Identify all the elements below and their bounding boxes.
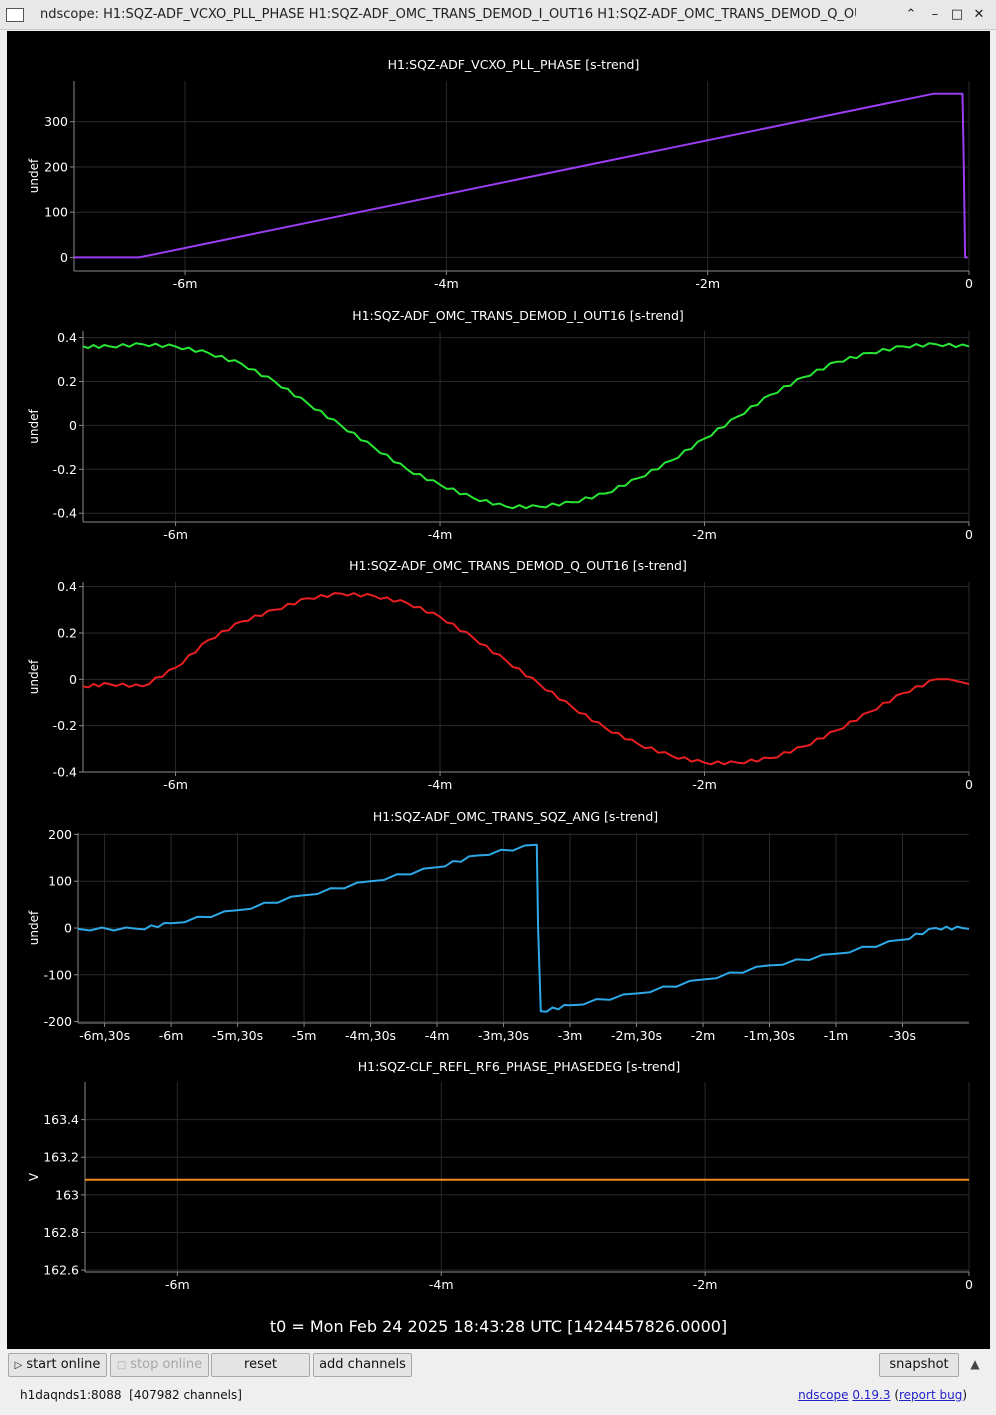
t0-label: t0 = Mon Feb 24 2025 18:43:28 UTC [14244… [269,1317,728,1336]
x-tick-label: -30s [889,1028,916,1043]
x-tick-label: -2m [693,1277,718,1292]
minimize-button[interactable]: – [931,7,939,22]
y-tick-label: 0 [64,921,72,936]
x-tick-label: -4m [428,777,453,792]
series-line [77,843,970,1013]
y-tick-label: -0.2 [53,718,77,733]
expand-arrow-icon[interactable]: ▲ [970,1357,980,1371]
plot-title: H1:SQZ-ADF_OMC_TRANS_DEMOD_Q_OUT16 [s-tr… [349,558,687,573]
ndscope-link[interactable]: ndscope [798,1388,849,1402]
y-tick-label: -100 [44,967,72,982]
stop-icon: □ [116,1360,127,1371]
series-line [82,342,970,510]
start-online-label: start online [26,1357,101,1372]
series-line [82,592,970,766]
series-line [74,92,968,259]
server-status: h1daqnds1:8088 [407982 channels] [20,1388,242,1402]
stop-online-label: stop online [130,1357,203,1372]
plot-area[interactable]: H1:SQZ-ADF_VCXO_PLL_PHASE [s-trend] undef… [7,31,990,1349]
x-tick-label: 0 [965,777,973,792]
version-info: ndscope 0.19.3 (report bug) [798,1388,967,1402]
x-tick-label: -5m,30s [212,1028,263,1043]
x-tick-label: -2m [695,276,720,291]
app-icon [6,8,24,22]
y-axis-label: undef [27,910,41,945]
x-tick-label: -3m,30s [478,1028,529,1043]
y-tick-label: 0.2 [57,374,77,389]
y-tick-label: -0.4 [53,765,77,780]
plot-title: H1:SQZ-ADF_VCXO_PLL_PHASE [s-trend] [388,57,640,72]
x-tick-label: -4m [434,276,459,291]
play-icon: ▷ [14,1360,23,1371]
x-tick-label: 0 [965,1277,973,1292]
plot-1: H1:SQZ-ADF_VCXO_PLL_PHASE [s-trend] undef… [27,57,973,291]
y-tick-label: 0.2 [57,625,77,640]
y-tick-label: 0 [69,418,77,433]
plot-5: H1:SQZ-CLF_REFL_RF6_PHASE_PHASEDEG [s-tr… [27,1059,973,1292]
x-tick-label: -4m [429,1277,454,1292]
y-tick-label: 300 [44,114,68,129]
y-tick-label: 0.4 [57,330,77,345]
x-tick-label: -4m [425,1028,450,1043]
plot-title: H1:SQZ-CLF_REFL_RF6_PHASE_PHASEDEG [s-tr… [358,1059,681,1074]
reset-button[interactable]: reset [211,1353,310,1377]
plots-canvas[interactable]: H1:SQZ-ADF_VCXO_PLL_PHASE [s-trend] undef… [7,31,990,1349]
x-tick-label: -6m [163,527,188,542]
y-tick-label: 100 [44,205,68,220]
version-link[interactable]: 0.19.3 [852,1388,891,1402]
x-tick-label: -1m [824,1028,849,1043]
y-tick-label: -0.4 [53,506,77,521]
y-axis-label: undef [27,409,41,444]
x-tick-label: -2m [692,777,717,792]
y-tick-label: 163.4 [43,1112,79,1127]
y-tick-label: 0.4 [57,579,77,594]
chevron-up-icon[interactable]: ⌃ [905,7,917,22]
x-tick-label: -4m [428,527,453,542]
y-tick-label: 162.8 [43,1225,79,1240]
x-tick-label: -5m [292,1028,317,1043]
x-tick-label: -2m [692,527,717,542]
y-tick-label: 100 [48,874,72,889]
y-tick-label: 0 [60,250,68,265]
y-tick-label: 200 [48,827,72,842]
maximize-button[interactable]: □ [950,7,964,22]
x-tick-label: -6m [159,1028,184,1043]
plot-title: H1:SQZ-ADF_OMC_TRANS_SQZ_ANG [s-trend] [373,809,658,824]
window-titlebar: ndscope: H1:SQZ-ADF_VCXO_PLL_PHASE H1:SQ… [0,0,996,30]
x-tick-label: -2m,30s [611,1028,662,1043]
x-tick-label: -6m,30s [79,1028,130,1043]
x-tick-label: -3m [558,1028,583,1043]
close-button[interactable]: ✕ [973,7,985,22]
x-tick-label: 0 [965,527,973,542]
y-tick-label: 163 [55,1187,79,1202]
y-axis-label: undef [27,158,41,193]
x-tick-label: -6m [165,1277,190,1292]
x-tick-label: 0 [965,276,973,291]
y-axis-label: V [27,1172,41,1181]
plot-3: H1:SQZ-ADF_OMC_TRANS_DEMOD_Q_OUT16 [s-tr… [27,558,973,792]
x-tick-label: -6m [173,276,198,291]
window-title: ndscope: H1:SQZ-ADF_VCXO_PLL_PHASE H1:SQ… [40,7,856,22]
add-channels-button[interactable]: add channels [313,1353,412,1377]
plot-4: H1:SQZ-ADF_OMC_TRANS_SQZ_ANG [s-trend] un… [27,809,970,1043]
snapshot-button[interactable]: snapshot [879,1353,959,1377]
y-tick-label: -0.2 [53,462,77,477]
y-tick-label: 163.2 [43,1150,79,1165]
x-tick-label: -4m,30s [345,1028,396,1043]
report-bug-link[interactable]: report bug [899,1388,963,1402]
y-axis-label: undef [27,659,41,694]
y-tick-label: 200 [44,159,68,174]
plot-title: H1:SQZ-ADF_OMC_TRANS_DEMOD_I_OUT16 [s-tr… [352,308,684,323]
y-tick-label: 0 [69,672,77,687]
start-online-button[interactable]: ▷ start online [8,1353,107,1377]
stop-online-button: □ stop online [110,1353,209,1377]
x-tick-label: -6m [163,777,188,792]
y-tick-label: -200 [44,1014,72,1029]
x-tick-label: -2m [691,1028,716,1043]
plot-2: H1:SQZ-ADF_OMC_TRANS_DEMOD_I_OUT16 [s-tr… [27,308,973,542]
y-tick-label: 162.6 [43,1263,79,1278]
x-tick-label: -1m,30s [744,1028,795,1043]
